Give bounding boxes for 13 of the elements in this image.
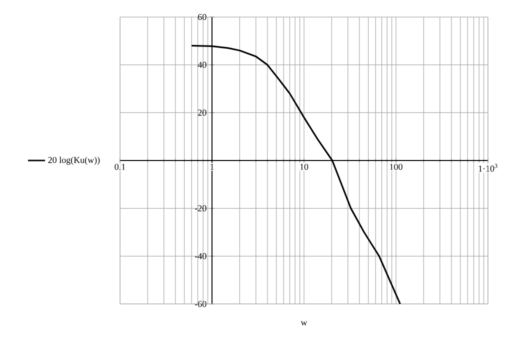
- y-tick-label: 40: [198, 62, 206, 68]
- y-tick-label: 20: [198, 110, 206, 116]
- legend-label: 20 log(Ku(w)): [48, 156, 100, 165]
- x-tick-label: 1·10$^{3}$: [478, 164, 498, 172]
- x-tick-label: 100: [390, 164, 402, 170]
- x-tick-label: 10: [300, 164, 308, 170]
- x-axis-title: w: [300, 321, 308, 326]
- x-tick-label: 1: [210, 164, 214, 170]
- y-tick-label: -40: [195, 253, 206, 260]
- y-tick-label: -60: [195, 300, 206, 308]
- y-tick-label: -20: [195, 205, 206, 212]
- y-tick-label: 60: [198, 14, 206, 20]
- x-tick-label: 0.1: [114, 164, 126, 170]
